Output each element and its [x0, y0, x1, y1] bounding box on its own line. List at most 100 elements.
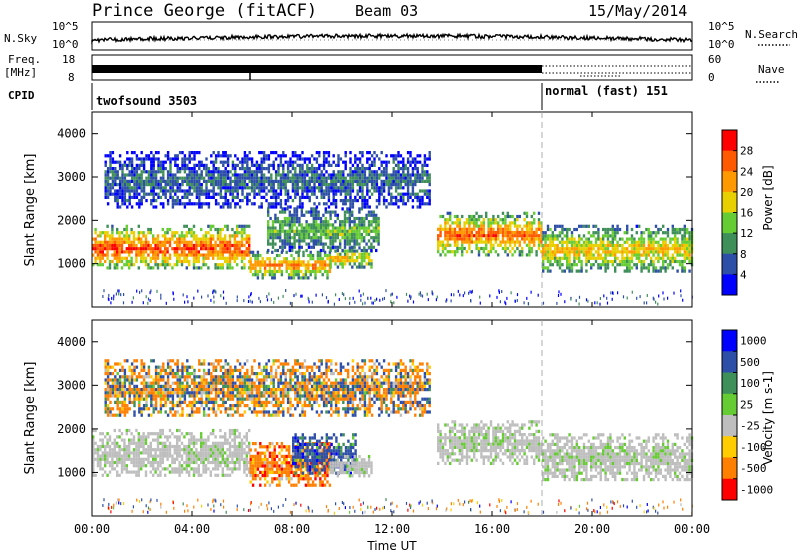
heatmap-cell — [193, 176, 196, 180]
heatmap-cell — [234, 176, 237, 180]
heatmap-cell — [137, 266, 140, 270]
heatmap-cell — [144, 451, 148, 455]
heatmap-cell — [599, 237, 602, 241]
heatmap-cell — [200, 227, 203, 232]
heatmap-cell — [382, 170, 386, 174]
heatmap-cell — [265, 176, 268, 180]
heatmap-cell — [290, 263, 293, 267]
heatmap-cell — [270, 189, 273, 193]
heatmap-cell — [255, 176, 259, 180]
heatmap-cell — [269, 216, 272, 221]
heatmap-cell — [346, 199, 350, 203]
heatmap-cell — [101, 438, 104, 442]
heatmap-cell — [535, 227, 538, 231]
heatmap-cell — [96, 263, 100, 267]
heatmap-cell — [303, 239, 306, 243]
heatmap-cell — [111, 227, 114, 232]
heatmap-cell — [310, 245, 313, 249]
heatmap-cell — [487, 250, 490, 254]
heatmap-cell — [642, 243, 646, 248]
heatmap-cell — [582, 240, 586, 244]
heatmap-cell — [116, 183, 119, 187]
heatmap-cell — [214, 170, 218, 174]
heatmap-cell — [370, 229, 373, 233]
heatmap-cell — [468, 240, 471, 244]
heatmap-cell — [365, 226, 368, 230]
heatmap-cell — [241, 157, 244, 161]
heatmap-cell — [207, 189, 211, 193]
heatmap-cell — [592, 253, 595, 257]
heatmap-cell — [125, 250, 128, 254]
heatmap-cell — [322, 229, 325, 233]
heatmap-cell — [428, 154, 431, 158]
heatmap-cell — [273, 451, 276, 455]
heatmap-cell — [501, 218, 505, 222]
heatmap-cell — [279, 199, 283, 203]
heatmap-cell — [152, 460, 155, 465]
heatmap-cell — [362, 302, 364, 306]
heatmap-cell — [159, 170, 163, 174]
heatmap-cell — [94, 473, 97, 477]
heatmap-cell — [437, 234, 440, 238]
heatmap-cell — [240, 227, 244, 232]
heatmap-cell — [590, 263, 593, 267]
heatmap-cell — [238, 160, 242, 164]
heatmap-cell — [594, 259, 598, 264]
heatmap-cell — [92, 464, 95, 468]
heatmap-cell — [190, 454, 193, 458]
heatmap-cell — [159, 163, 163, 167]
freq-tick-top: 18 — [62, 53, 75, 66]
heatmap-cell — [348, 249, 352, 253]
heatmap-cell — [219, 263, 222, 267]
heatmap-cell — [363, 246, 366, 250]
heatmap-cell — [271, 226, 275, 230]
heatmap-cell — [248, 441, 251, 445]
heatmap-cell — [132, 448, 136, 452]
heatmap-cell — [313, 157, 316, 161]
heatmap-cell — [217, 151, 220, 155]
heatmap-cell — [630, 234, 634, 238]
heatmap-cell — [290, 253, 293, 258]
heatmap-cell — [312, 236, 315, 240]
heatmap-cell — [322, 154, 326, 158]
heatmap-cell — [248, 240, 251, 244]
heatmap-cell — [128, 189, 131, 193]
heatmap-cell — [671, 259, 674, 264]
heatmap-cell — [188, 448, 191, 452]
heatmap-cell — [200, 237, 203, 241]
heatmap-cell — [273, 257, 276, 261]
heatmap-cell — [214, 457, 217, 461]
heatmap-cell — [402, 170, 405, 174]
heatmap-cell — [241, 167, 244, 171]
heatmap-cell — [540, 237, 543, 241]
heatmap-cell — [578, 234, 581, 238]
heatmap-cell — [156, 473, 160, 477]
heatmap-cell — [558, 247, 562, 251]
heatmap-cell — [293, 294, 295, 298]
heatmap-cell — [626, 256, 629, 260]
heatmap-cell — [135, 154, 139, 158]
heatmap-cell — [662, 253, 665, 257]
heatmap-cell — [414, 195, 417, 199]
heatmap-cell — [197, 451, 200, 455]
heatmap-cell — [118, 176, 122, 180]
heatmap-cell — [125, 237, 128, 241]
heatmap-cell — [279, 205, 283, 209]
heatmap-cell — [444, 237, 447, 241]
heatmap-cell — [126, 167, 129, 171]
heatmap-cell — [540, 240, 543, 244]
heatmap-cell — [226, 160, 230, 164]
heatmap-cell — [154, 243, 157, 248]
heatmap-cell — [120, 266, 124, 270]
heatmap-cell — [298, 223, 301, 227]
heatmap-cell — [120, 256, 124, 260]
heatmap-cell — [266, 467, 269, 471]
heatmap-cell — [287, 448, 291, 452]
heatmap-cell — [580, 224, 583, 228]
heatmap-cell — [274, 189, 278, 193]
heatmap-cell — [358, 151, 362, 155]
heatmap-cell — [501, 227, 505, 231]
heatmap-cell — [256, 474, 260, 478]
heatmap-cell — [226, 173, 230, 177]
heatmap-cell — [485, 253, 488, 257]
